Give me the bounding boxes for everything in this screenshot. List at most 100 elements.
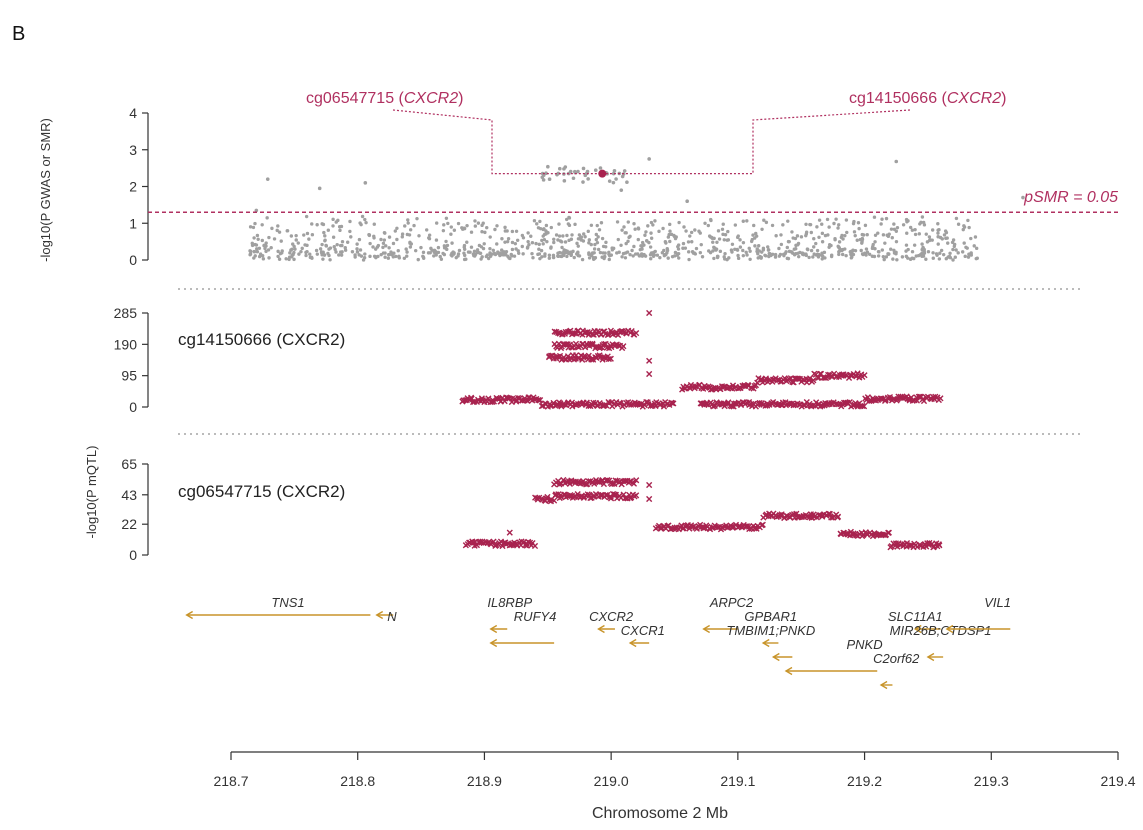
gwas-point	[265, 216, 269, 220]
gwas-point	[623, 256, 628, 260]
gwas-point	[371, 245, 375, 249]
gwas-point	[583, 235, 587, 239]
gwas-point	[604, 240, 608, 245]
gwas-point	[570, 233, 574, 237]
gwas-point	[773, 255, 778, 259]
gwas-point	[687, 257, 691, 262]
gwas-point	[252, 236, 256, 240]
gwas-point	[357, 237, 362, 242]
gwas-point	[531, 256, 535, 260]
gwas-point	[708, 217, 713, 222]
gwas-point	[498, 251, 502, 255]
gwas-point	[586, 229, 590, 234]
gwas-point	[473, 224, 478, 228]
gwas-point	[723, 233, 728, 237]
gwas-point	[748, 249, 752, 253]
gwas-point	[924, 232, 928, 236]
gwas-point	[512, 254, 517, 258]
gwas-point	[910, 250, 915, 254]
gwas-point	[600, 236, 605, 241]
gwas-point	[882, 257, 886, 262]
gwas-point	[408, 245, 413, 249]
gwas-point	[288, 251, 292, 255]
gwas-peak-point	[540, 175, 545, 180]
mqtl-point	[514, 394, 522, 402]
gwas-point	[587, 252, 591, 257]
gwas-point	[421, 250, 426, 255]
gwas-outlier	[647, 157, 651, 161]
gwas-point	[532, 218, 537, 223]
gwas-point	[561, 253, 566, 258]
gwas-point	[681, 241, 686, 246]
gwas-point	[889, 247, 893, 251]
gwas-point	[367, 233, 372, 238]
gwas-point	[500, 253, 505, 257]
gwas-point	[722, 255, 726, 259]
gwas-point	[331, 217, 335, 222]
gwas-point	[333, 247, 337, 252]
gwas-point	[280, 249, 284, 253]
gwas-point	[515, 238, 520, 242]
gwas-point	[594, 237, 598, 242]
gwas-point	[355, 250, 360, 254]
gwas-point	[479, 245, 484, 249]
gwas-point	[439, 257, 444, 261]
gwas-point	[294, 233, 298, 238]
gwas-point	[754, 231, 758, 236]
gwas-point	[808, 222, 813, 227]
gene-label: RUFY4	[514, 609, 557, 624]
xtick-label: 219.1	[720, 773, 755, 789]
gwas-point	[419, 245, 423, 250]
gwas-point	[465, 240, 469, 244]
gwas-point	[920, 215, 925, 219]
gwas-point	[639, 244, 643, 248]
gwas-point	[386, 256, 391, 260]
gwas-point	[766, 245, 770, 249]
gwas-point	[563, 240, 568, 244]
gwas-point	[381, 251, 386, 255]
gwas-point	[682, 225, 686, 229]
gwas-point	[577, 233, 582, 237]
gwas-point	[489, 252, 493, 257]
gwas-outlier	[363, 181, 368, 185]
gene-label: CXCR1	[621, 623, 665, 638]
gwas-point	[572, 255, 576, 260]
gwas-point	[640, 247, 644, 251]
ytick-label: 1	[129, 215, 137, 231]
gwas-point	[248, 252, 252, 257]
gwas-point	[762, 218, 766, 222]
gwas-point	[787, 239, 791, 244]
gwas-point	[790, 230, 794, 234]
gwas-point	[285, 229, 289, 233]
mqtl-point	[605, 355, 612, 363]
gwas-point	[406, 221, 410, 225]
gwas-point	[372, 236, 376, 240]
gwas-point	[668, 222, 672, 227]
gwas-point	[469, 230, 474, 234]
gwas-peak-point	[593, 168, 598, 172]
ytick-label: 2	[129, 179, 137, 195]
gwas-point	[937, 257, 942, 261]
gwas-outlier	[685, 199, 689, 203]
gwas-point	[462, 243, 467, 248]
gwas-point	[287, 255, 292, 259]
gwas-point	[881, 254, 886, 259]
gwas-point	[390, 252, 394, 257]
gwas-peak-point	[625, 180, 629, 185]
mqtl-point	[860, 403, 868, 410]
gwas-point	[462, 253, 467, 258]
gwas-point	[257, 246, 262, 250]
gene-label: SLC11A1	[888, 609, 943, 624]
gwas-point	[480, 255, 484, 259]
gwas-point	[767, 251, 771, 256]
gwas-point	[252, 250, 257, 254]
gwas-point	[442, 252, 447, 257]
ytick-label: 190	[114, 336, 138, 352]
gwas-point	[733, 247, 737, 251]
gwas-point	[630, 248, 634, 253]
gwas-point	[904, 249, 908, 253]
gwas-outlier	[1021, 195, 1025, 200]
gwas-point	[372, 222, 376, 226]
gwas-point	[520, 244, 524, 249]
gwas-point	[969, 253, 973, 257]
